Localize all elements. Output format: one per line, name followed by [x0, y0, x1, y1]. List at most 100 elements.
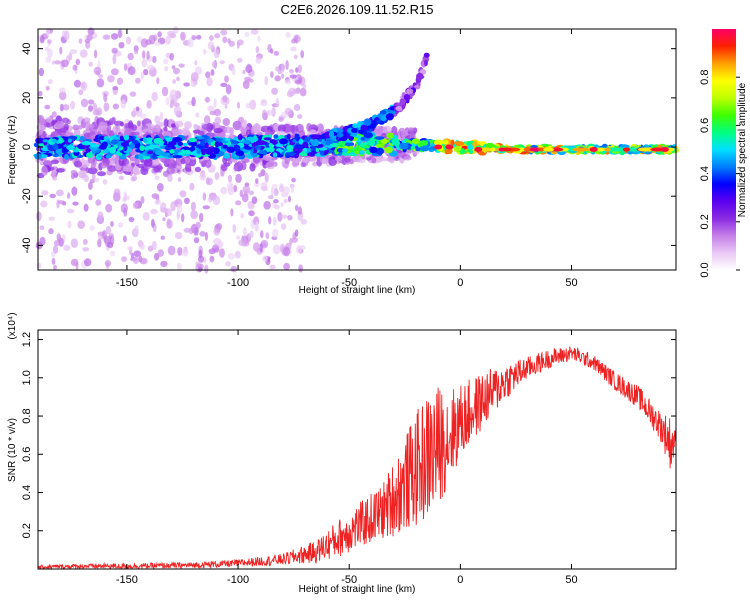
spectrogram-haze-blob: [133, 166, 140, 173]
spectrogram-band-blob: [165, 137, 173, 142]
spectrogram-noise-blob: [110, 250, 116, 257]
spectrogram-noise-blob: [67, 192, 71, 199]
spectrogram-band-blob: [204, 142, 209, 149]
spectrogram-noise-blob: [140, 71, 145, 80]
spectrogram-noise-blob: [146, 99, 152, 109]
spectrogram-noise-blob: [41, 190, 49, 196]
spectrogram-haze-blob: [344, 157, 351, 163]
spectrogram-noise-blob: [242, 69, 246, 75]
spectrogram-noise-blob: [202, 192, 207, 201]
spectrogram-haze-blob: [241, 160, 247, 171]
spectrogram-noise-blob: [122, 197, 127, 203]
spectrogram-noise-blob: [47, 79, 53, 85]
spectrogram-noise-blob: [97, 238, 102, 248]
spectrogram-haze-blob: [316, 123, 324, 133]
spectrogram-noise-blob: [72, 124, 79, 131]
spectrogram-noise-blob: [82, 238, 88, 245]
spectrogram-noise-blob: [167, 30, 175, 36]
spectrogram-haze-blob: [166, 159, 177, 165]
spectrogram-band-blob: [103, 135, 110, 141]
spectrogram-noise-blob: [77, 220, 85, 229]
spectrogram-noise-blob: [274, 75, 282, 82]
spectrogram-noise-blob: [154, 41, 161, 46]
spectrogram-noise-blob: [260, 230, 264, 239]
spectrogram-noise-blob: [214, 33, 221, 39]
spectrogram-noise-blob: [142, 212, 150, 221]
spectrogram-noise-blob: [253, 181, 260, 188]
spectrogram-noise-blob: [173, 200, 179, 205]
spectrogram-noise-blob: [265, 232, 270, 240]
spectrogram-noise-blob: [167, 245, 176, 256]
spectrogram-band-blob: [278, 138, 288, 145]
spectrogram-noise-blob: [107, 242, 114, 249]
spectrogram-noise-blob: [259, 243, 263, 253]
spectrogram-band-blob: [310, 139, 320, 146]
spectrogram-noise-blob: [171, 65, 176, 70]
spectrogram-band-blob: [208, 139, 214, 143]
spectrogram-noise-blob: [173, 105, 182, 116]
spectrogram-branch-blob: [352, 123, 358, 129]
spectrogram-noise-blob: [128, 216, 135, 223]
spectrogram-branch-blob: [358, 129, 364, 134]
spectrogram-band-blob: [222, 144, 228, 149]
spectrogram-xtick-label: 50: [565, 277, 577, 289]
spectrogram-noise-blob: [302, 83, 307, 89]
spectrogram-haze-blob: [100, 163, 108, 169]
spectrogram-noise-blob: [131, 175, 137, 182]
spectrogram-noise-blob: [183, 227, 191, 233]
spectrogram-haze-blob: [227, 155, 233, 165]
snr-xtick-label: -150: [116, 574, 138, 586]
spectrogram-noise-blob: [294, 229, 299, 237]
spectrogram-band-blob: [268, 143, 273, 148]
spectrogram-noise-blob: [80, 98, 89, 108]
snr-xtick-label: 0: [457, 574, 463, 586]
spectrogram-band-blob: [342, 148, 349, 153]
spectrogram-noise-blob: [162, 217, 166, 222]
spectrogram-band-blob: [235, 150, 244, 157]
spectrogram-noise-blob: [213, 48, 220, 59]
spectrogram-noise-blob: [252, 242, 260, 252]
spectrogram-noise-blob: [163, 58, 169, 65]
colorbar: 0.0 0.2 0.4 0.6 0.8 Normalized spectral ampl…: [699, 29, 748, 278]
spectrogram-haze-blob: [308, 157, 317, 162]
spectrogram-noise-blob: [117, 222, 124, 228]
spectrogram-band-blob: [147, 150, 154, 155]
spectrogram-noise-blob: [235, 173, 242, 183]
spectrogram-noise-blob: [88, 194, 93, 201]
spectrogram-band-blob: [317, 144, 324, 148]
snr-xtick-label: -50: [341, 574, 357, 586]
spectrogram-band-blob: [294, 144, 304, 149]
spectrogram-noise-blob: [103, 92, 108, 103]
spectrogram-branch-blob: [399, 98, 406, 106]
spectrogram-band-blob: [105, 154, 112, 159]
spectrogram-band-blob: [256, 140, 267, 146]
spectrogram-noise-blob: [169, 52, 174, 61]
spectrogram-band-blob: [319, 149, 325, 156]
spectrogram-band-blob: [251, 153, 258, 158]
spectrogram-noise-blob: [92, 102, 98, 112]
spectrogram-haze-blob: [266, 161, 274, 168]
spectrogram-noise-blob: [59, 46, 63, 55]
spectrogram-noise-blob: [165, 97, 170, 106]
spectrogram-noise-blob: [89, 225, 95, 231]
spectrogram-noise-blob: [204, 264, 209, 274]
spectrogram-haze-blob: [166, 166, 175, 175]
spectrogram-noise-blob: [270, 48, 274, 54]
spectrogram-noise-blob: [36, 211, 42, 222]
spectrogram-noise-blob: [242, 80, 250, 89]
spectrogram-noise-blob: [297, 206, 303, 215]
spectrogram-band-blob: [223, 153, 230, 159]
spectrogram-haze-blob: [132, 131, 140, 136]
spectrogram-noise-blob: [260, 100, 268, 107]
spectrogram-band-blob: [273, 134, 279, 139]
spectrogram-panel: -150 -100 -50 0 50 -40 -20 0 20 40 Height of stra…: [7, 26, 680, 296]
spectrogram-band-blob: [123, 144, 128, 152]
spectrogram-noise-blob: [271, 87, 278, 95]
snr-ytick-label: 1.0: [21, 370, 33, 385]
spectrogram-noise-blob: [37, 90, 43, 97]
spectrogram-noise-blob: [243, 227, 247, 237]
spectrogram-noise-blob: [132, 202, 139, 209]
spectrogram-noise-blob: [211, 60, 218, 69]
spectrogram-noise-blob: [214, 172, 220, 180]
spectrogram-noise-blob: [294, 204, 299, 212]
